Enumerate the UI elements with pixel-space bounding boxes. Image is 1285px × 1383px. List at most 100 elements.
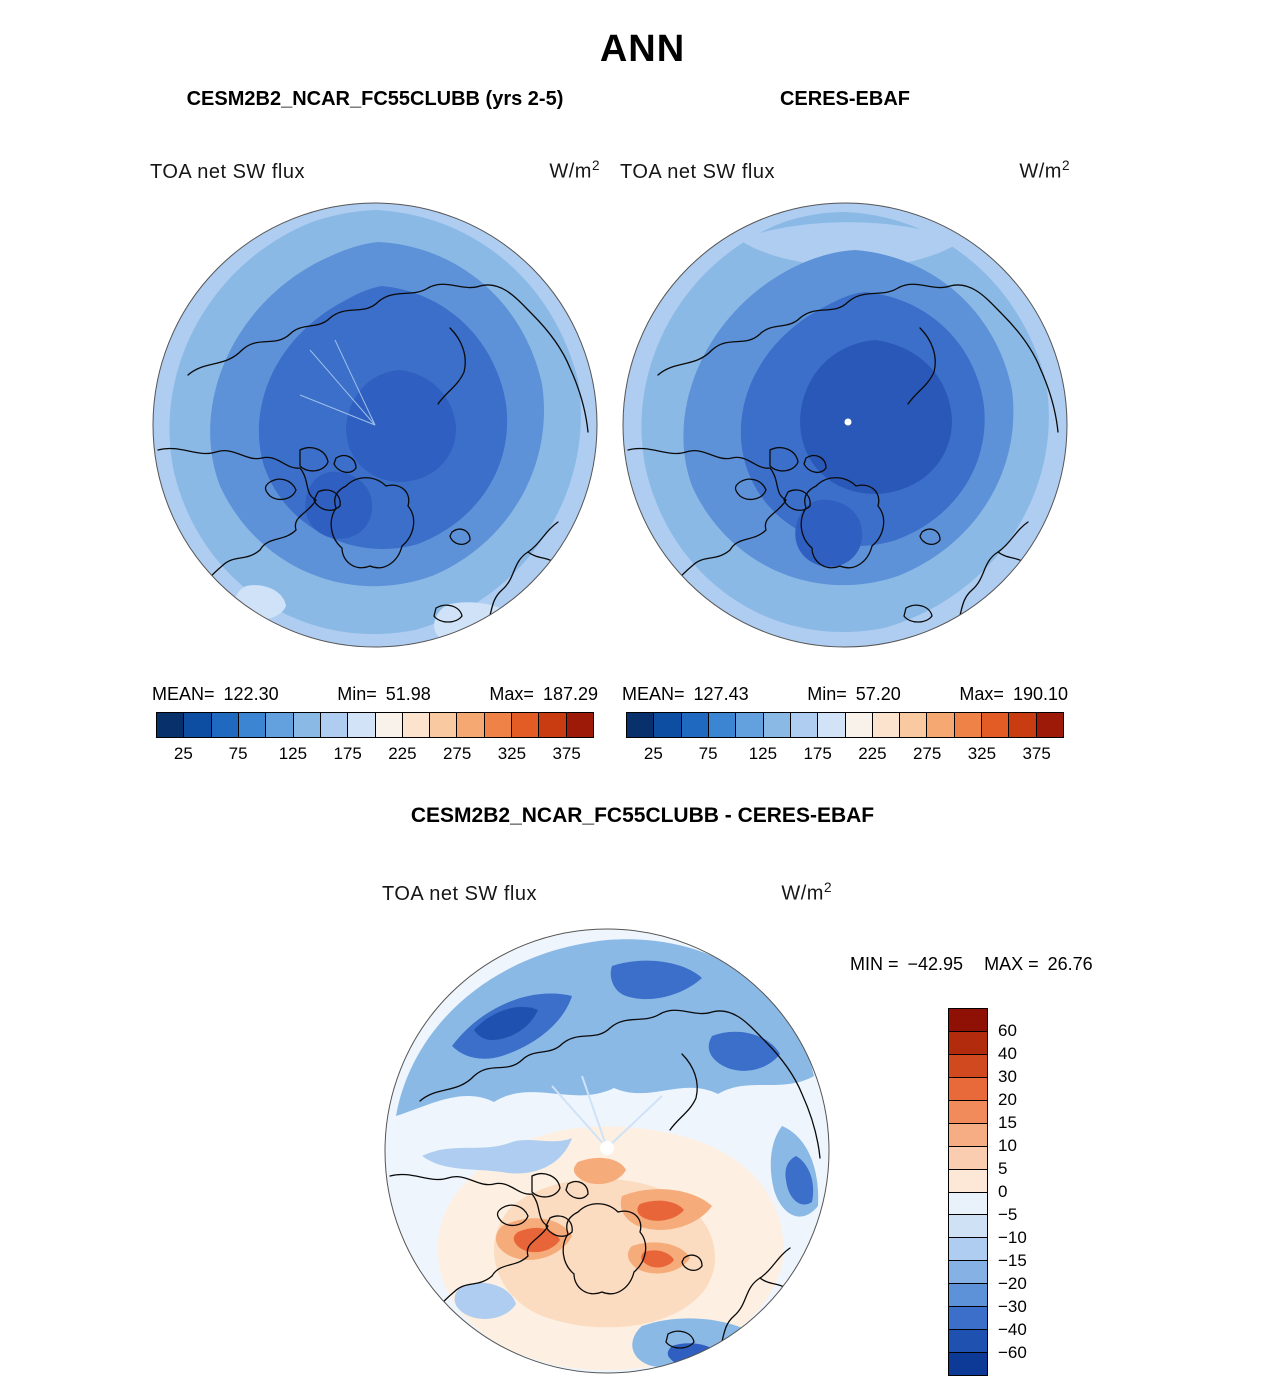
colorbar-tick-label: 325 [497,744,527,763]
diff-colorbar [948,1008,988,1376]
colorbar-tick-label: 375 [552,744,581,763]
polar-map-obs [622,202,1068,648]
panel-labels-obs: TOA net SW flux W/m2 [620,158,1070,184]
max-label: Max= [489,684,534,704]
colorbar-cell [949,1307,987,1331]
colorbar-cell [949,1353,987,1375]
colorbar-tick-label: 25 [173,744,193,763]
colorbar-tick-label: 30 [998,1067,1017,1086]
colorbar-tick-label: 275 [442,744,472,763]
map-field-obs [623,203,1067,647]
polar-map-diff [384,928,830,1374]
min-label: Min= [337,684,377,704]
panel-obs: CERES-EBAF TOA net SW flux W/m2 MEAN= 127… [620,88,1070,788]
colorbar-cell [211,713,239,737]
colorbar-tick-label: 175 [333,744,362,763]
colorbar-cell [566,713,593,737]
colorbar-cell [238,713,267,737]
colorbar-tick-label: 5 [998,1159,1008,1178]
colorbar-cell [157,713,185,737]
colorbar-tick-label: 325 [967,744,997,763]
colorbar-cell [949,1100,987,1124]
colorbar-cell [1036,713,1063,737]
units-exponent: 2 [1061,158,1070,173]
colorbar-cell [949,1031,987,1055]
colorbar-cell [949,1054,987,1078]
diff-max-label: MAX = [984,954,1039,974]
flux-colorbar-ticks-model: 25 75 125 175 225 275 325 375 [156,744,594,764]
colorbar-cell [790,713,819,737]
pole-artifact-rays [551,1075,663,1149]
colorbar-cell [949,1238,987,1262]
colorbar-tick-label: 75 [698,744,718,763]
map-field-diff [385,929,829,1373]
colorbar-cell [627,713,655,737]
colorbar-cell [949,1009,987,1032]
colorbar-cell [736,713,764,737]
units-label: W/m2 [549,158,600,183]
colorbar-cell [949,1123,987,1147]
colorbar-tick-label: 15 [998,1113,1017,1132]
colorbar-tick-label: 75 [228,744,248,763]
colorbar-tick-label: −30 [998,1297,1027,1316]
colorbar-tick-label: −5 [998,1205,1018,1224]
colorbar-tick-label: −60 [998,1343,1027,1362]
colorbar-cell [949,1146,987,1170]
colorbar-tick-label: 25 [643,744,663,763]
colorbar-tick-label: −20 [998,1274,1027,1293]
variable-label: TOA net SW flux [382,882,537,905]
panel-labels-diff: TOA net SW flux W/m2 [382,880,832,906]
pole-hole-dot [844,418,852,426]
colorbar-tick-label: 175 [803,744,832,763]
colorbar-cell [708,713,737,737]
colorbar-cell [184,713,212,737]
colorbar-cell [949,1169,987,1193]
colorbar-cell [927,713,955,737]
max-value: 187.29 [542,684,598,704]
colorbar-cell [402,713,431,737]
colorbar-tick-label: 225 [388,744,417,763]
panel-model: CESM2B2_NCAR_FC55CLUBB (yrs 2-5) TOA net… [150,88,600,788]
colorbar-tick-label: 225 [858,744,887,763]
colorbar-cell [763,713,791,737]
colorbar-tick-label: 10 [998,1136,1017,1155]
colorbar-tick-label: −15 [998,1251,1027,1270]
colorbar-cell [949,1077,987,1101]
min-value: 51.98 [385,684,431,704]
map-field-model [153,203,597,647]
colorbar-cell [872,713,901,737]
colorbar-cell [348,713,376,737]
colorbar-tick-label: 20 [998,1090,1017,1109]
colorbar-cell [654,713,682,737]
units-exponent: 2 [823,880,832,895]
polar-map-model [152,202,598,648]
diff-min-value: −42.95 [907,954,964,974]
colorbar-tick-label: −40 [998,1320,1027,1339]
colorbar-tick-label: 40 [998,1044,1017,1063]
mean-label: MEAN= [152,684,215,704]
colorbar-cell [484,713,513,737]
diff-max-value: 26.76 [1047,954,1093,974]
colorbar-tick-label: −10 [998,1228,1027,1247]
pole-hole-dot [600,1141,614,1155]
colorbar-cell [293,713,321,737]
page-title: ANN [599,28,686,70]
colorbar-tick-label: 60 [998,1021,1017,1040]
colorbar-cell [949,1192,987,1216]
mean-value: 122.30 [223,684,279,704]
colorbar-cell [681,713,709,737]
units-label: W/m2 [1019,158,1070,183]
colorbar-cell [457,713,485,737]
colorbar-cell [954,713,983,737]
max-value: 190.10 [1012,684,1068,704]
mean-label: MEAN= [622,684,685,704]
colorbar-cell [949,1330,987,1354]
max-label: Max= [959,684,1004,704]
colorbar-cell [375,713,403,737]
panel-header-model: CESM2B2_NCAR_FC55CLUBB (yrs 2-5) [186,88,564,110]
colorbar-cell [900,713,928,737]
colorbar-cell [320,713,349,737]
colorbar-cell [539,713,567,737]
min-label: Min= [807,684,847,704]
colorbar-cell [430,713,458,737]
